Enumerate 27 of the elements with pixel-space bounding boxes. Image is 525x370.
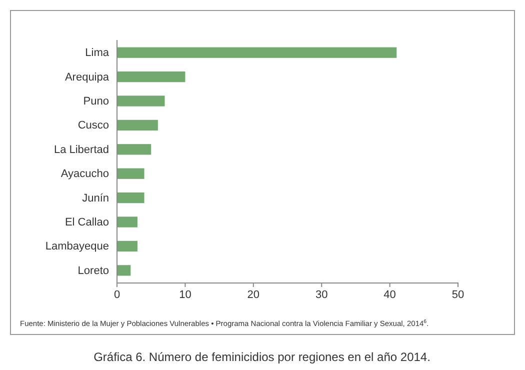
y-tick-label: La Libertad [54, 144, 109, 156]
bar [117, 71, 186, 82]
x-tick-label: 20 [247, 288, 260, 301]
bar [117, 144, 152, 155]
y-tick-label: Junín [82, 192, 109, 204]
x-tick-label: 40 [384, 288, 396, 301]
bar [117, 120, 158, 131]
bar [117, 265, 131, 276]
bar [117, 216, 138, 228]
y-tick-label: Ayacucho [60, 168, 109, 180]
bar [117, 240, 138, 252]
y-tick-label: Loreto [78, 264, 109, 277]
bar [117, 168, 144, 179]
y-tick-label: Lima [85, 47, 110, 60]
y-tick-label: Cusco [78, 120, 109, 132]
x-tick-label: 0 [114, 288, 120, 301]
text: Gráfica 6. Número de feminicidios por regiones en el año 2014. [94, 350, 430, 364]
y-tick-label: Lambayeque [45, 240, 109, 253]
x-tick-label: 30 [315, 288, 328, 301]
y-tick-label: Arequipa [64, 71, 110, 84]
x-tick-label: 10 [179, 288, 192, 301]
bar [117, 47, 397, 58]
y-tick-label: El Callao [64, 216, 109, 229]
bar [117, 96, 165, 106]
bar [117, 192, 144, 204]
x-tick-label: 50 [452, 288, 464, 301]
y-tick-label: Puno [83, 96, 109, 108]
